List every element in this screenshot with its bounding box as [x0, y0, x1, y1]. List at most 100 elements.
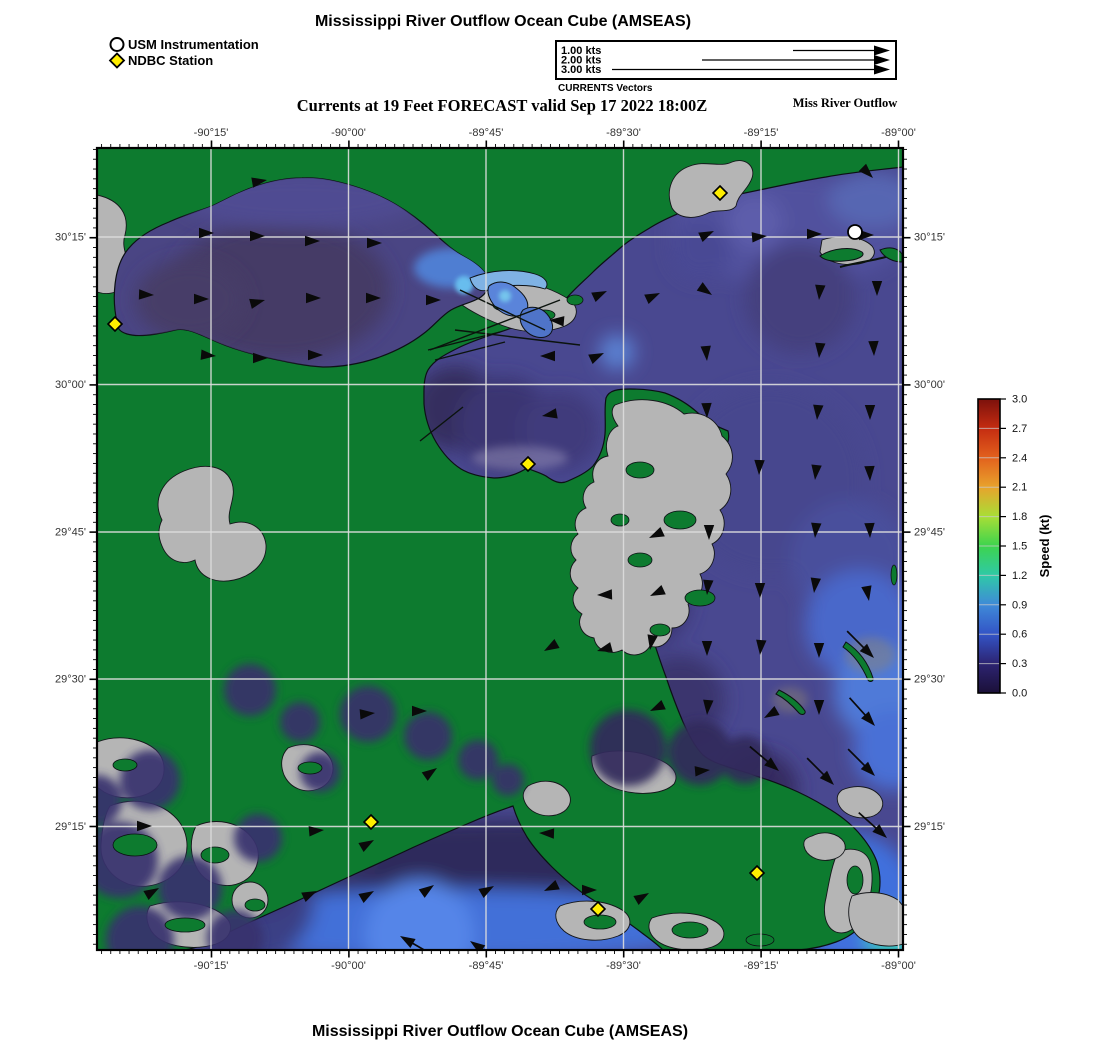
lat-label-left: 30°00'	[55, 379, 86, 391]
current-vector-arrow	[359, 709, 375, 720]
current-vector-arrow	[633, 893, 649, 906]
graticule	[97, 148, 903, 950]
current-vector-arrow	[848, 697, 875, 726]
current-vector-arrow	[544, 638, 560, 651]
current-vector-head-icon	[701, 402, 712, 418]
lon-label-bottom: -90°00'	[331, 960, 366, 972]
current-vector-arrow	[308, 349, 323, 361]
vector-scale-arrowhead-icon	[874, 45, 890, 56]
colorbar-tick-label: 0.3	[1012, 658, 1027, 670]
current-vector-arrow	[542, 408, 558, 419]
current-vector-arrow	[249, 298, 265, 309]
ndbc-diamond-icon	[108, 52, 126, 69]
lat-label-left: 30°15'	[55, 232, 86, 244]
current-vector-head-icon	[308, 826, 324, 837]
map-area	[97, 148, 903, 950]
ndbc-station-marker	[519, 455, 537, 473]
current-vector-head-icon	[813, 700, 825, 715]
current-vector-head-icon	[644, 293, 660, 305]
current-vector-head-icon	[308, 349, 323, 361]
current-vector-arrow	[540, 350, 555, 362]
current-vector-head-icon	[815, 342, 826, 358]
current-vector-head-icon	[858, 163, 873, 178]
ndbc-station-marker	[362, 813, 380, 831]
lat-label-left: 29°15'	[55, 821, 86, 833]
current-vector-head-icon	[864, 465, 875, 481]
current-vector-head-icon	[703, 579, 714, 595]
colorbar-tick-label: 2.7	[1012, 423, 1027, 435]
current-vector-head-icon	[194, 293, 209, 305]
colorbar-tick-label: 2.1	[1012, 482, 1027, 494]
current-vector-arrow	[582, 884, 597, 896]
current-vector-head-icon	[813, 404, 824, 420]
lat-label-right: 29°15'	[914, 821, 945, 833]
current-vector-arrow	[308, 826, 324, 837]
colorbar-tick-label: 1.8	[1012, 511, 1027, 523]
current-vector-arrow	[806, 757, 834, 785]
lat-label-left: 29°45'	[55, 527, 86, 539]
region-label: Miss River Outflow	[793, 96, 898, 110]
vector-scale-entry-label: 1.00 kts	[561, 45, 601, 57]
current-vector-head-icon	[306, 292, 321, 304]
current-vector-arrow	[754, 583, 766, 598]
current-vector-head-icon	[868, 340, 879, 356]
current-vector-head-icon	[143, 888, 159, 901]
current-vector-arrow	[847, 748, 875, 776]
current-vector-arrow	[811, 522, 822, 538]
current-vector-head-icon	[249, 298, 265, 309]
axis-labels: -90°15' -90°15' -90°00' -90°00' -89°45' -89°4…	[55, 127, 945, 972]
current-vector-head-icon	[872, 824, 887, 838]
lake-speed-field	[135, 177, 489, 360]
current-vector-arrow	[591, 291, 607, 303]
current-vector-arrow	[305, 235, 320, 247]
current-vector-tail	[848, 697, 867, 717]
current-vector-head-icon	[819, 770, 834, 785]
current-vector-head-icon	[138, 289, 154, 300]
lon-label-top: -90°00'	[331, 127, 366, 139]
current-vector-arrow	[864, 405, 876, 420]
ndbc-station-marker	[711, 184, 729, 202]
current-vector-head-icon	[539, 828, 555, 839]
current-vector-head-icon	[540, 350, 555, 362]
current-vector-arrow	[807, 228, 822, 240]
current-vector-head-icon	[703, 525, 715, 540]
current-vector-head-icon	[700, 345, 711, 361]
current-vector-arrow	[478, 886, 494, 899]
current-vector-arrow	[813, 700, 825, 715]
current-vector-arrow	[597, 642, 613, 653]
current-vector-tail	[410, 941, 434, 950]
current-vector-arrow	[367, 237, 382, 249]
current-vector-arrow	[696, 282, 712, 295]
current-vector-head-icon	[251, 177, 267, 188]
lon-label-top: -89°45'	[469, 127, 504, 139]
current-vector-head-icon	[591, 291, 607, 303]
lon-label-bottom: -90°15'	[194, 960, 229, 972]
current-vector-head-icon	[815, 284, 826, 300]
lat-label-right: 30°00'	[914, 379, 945, 391]
current-vector-arrow	[810, 577, 821, 593]
current-vector-head-icon	[478, 886, 494, 899]
current-vector-arrow	[749, 745, 779, 771]
current-vector-arrow	[251, 177, 267, 188]
current-vector-arrow	[306, 292, 321, 304]
axis-ticks	[89, 140, 911, 958]
current-vector-head-icon	[811, 522, 822, 538]
map-frame	[95, 146, 905, 952]
current-vector-arrow	[549, 316, 565, 327]
current-vector-head-icon	[859, 643, 874, 658]
current-vector-head-icon	[253, 352, 268, 364]
current-vector-head-icon	[426, 294, 441, 306]
legend-usm-label: USM Instrumentation	[128, 37, 259, 52]
current-vector-tail	[806, 757, 826, 777]
current-vector-head-icon	[544, 879, 560, 891]
channel-lines	[419, 251, 901, 442]
current-vector-head-icon	[650, 699, 666, 711]
current-vector-head-icon	[412, 705, 427, 717]
current-vector-arrow	[200, 349, 216, 360]
current-vector-head-icon	[358, 840, 374, 853]
current-vector-head-icon	[861, 585, 872, 601]
ndbc-station-marker	[106, 315, 124, 333]
